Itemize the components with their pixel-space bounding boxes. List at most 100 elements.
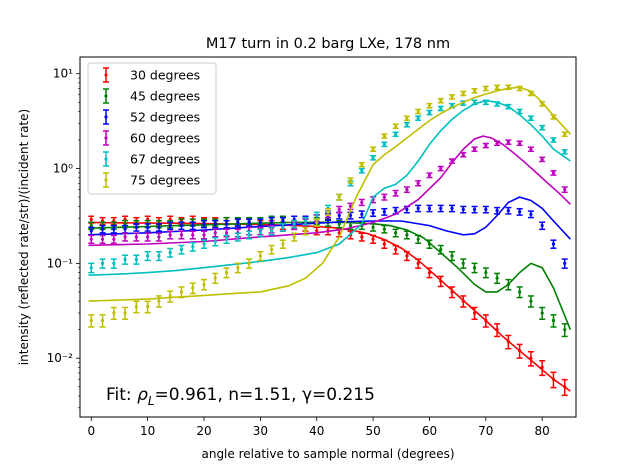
data-point (247, 233, 251, 237)
data-point (89, 237, 93, 241)
data-point (394, 124, 398, 128)
data-point (236, 266, 240, 270)
data-point (405, 233, 409, 237)
legend-label: 67 degrees (130, 152, 200, 167)
data-point (416, 237, 420, 241)
data-point (123, 311, 127, 315)
data-point (563, 328, 567, 332)
data-point (450, 95, 454, 99)
data-point (236, 220, 240, 225)
data-point (258, 254, 262, 258)
data-point (134, 225, 138, 229)
data-point (157, 235, 161, 239)
data-point (563, 150, 567, 154)
data-point (371, 156, 375, 160)
data-point (348, 224, 353, 228)
data-point (179, 247, 184, 252)
data-point (382, 210, 386, 214)
legend-marker-point (104, 136, 108, 140)
data-point (371, 225, 375, 229)
data-point (315, 213, 319, 218)
data-point (439, 166, 443, 171)
data-point (315, 229, 319, 233)
data-point (157, 254, 161, 258)
data-point (472, 147, 477, 151)
fit-curve (88, 99, 571, 276)
data-point (202, 233, 206, 237)
data-point (506, 209, 510, 213)
data-point (427, 110, 432, 115)
legend-marker-point (104, 73, 108, 77)
data-point (416, 181, 420, 185)
data-point (270, 247, 274, 252)
data-point (281, 242, 285, 246)
x-tick-label: 40 (309, 424, 324, 438)
legend-box (87, 62, 217, 195)
legend-label: 60 degrees (130, 131, 200, 146)
fit-curve (88, 135, 571, 247)
y-tick-label: 10⁰ (53, 162, 73, 176)
data-point (439, 206, 443, 210)
data-point (191, 224, 195, 228)
data-point (439, 247, 443, 252)
data-point (213, 231, 217, 235)
data-point (100, 227, 105, 231)
legend-marker-point (104, 115, 108, 119)
x-tick-label: 10 (140, 424, 155, 438)
axes: 0 10 20 30 40 50 60 70 80 10⁻² 10⁻¹ 10⁰ 10¹ (47, 67, 550, 438)
data-point (371, 211, 375, 215)
data-point (168, 224, 172, 228)
data-point (529, 212, 533, 216)
data-point (168, 250, 172, 255)
data-point (360, 200, 364, 204)
plot-frame (79, 56, 577, 418)
data-point (360, 169, 364, 173)
fit-curve (88, 221, 571, 392)
data-point (506, 140, 510, 144)
data-point (518, 109, 522, 114)
x-tick-label: 20 (196, 424, 211, 438)
data-point (258, 231, 262, 235)
data-point (360, 163, 364, 167)
data-point (551, 242, 556, 246)
data-point (123, 227, 127, 231)
legend: 30 degrees 45 degrees 52 degrees 60 degrees… (87, 62, 217, 195)
legend-label: 52 degrees (130, 110, 200, 125)
data-point (258, 220, 262, 225)
data-point (337, 195, 341, 199)
data-point (348, 178, 353, 182)
fit-curve (88, 86, 571, 302)
fit-annotation-rho: ρ (137, 385, 148, 405)
data-point (89, 318, 93, 323)
data-point (360, 235, 364, 239)
data-point (89, 217, 93, 222)
data-point (213, 276, 217, 280)
data-point (292, 222, 296, 226)
data-point (529, 116, 533, 120)
data-point (551, 171, 556, 175)
data-point (371, 147, 375, 151)
legend-label: 45 degrees (130, 89, 200, 104)
data-point (360, 212, 364, 216)
y-axis-label: intensity (reflected rate/str)/(incident… (17, 109, 31, 365)
data-point (540, 311, 544, 315)
data-point (270, 229, 274, 233)
data-point (157, 299, 161, 303)
data-point (202, 282, 206, 287)
data-point (394, 231, 398, 235)
data-point (123, 222, 127, 226)
data-point (100, 261, 105, 265)
data-point (292, 235, 296, 239)
legend-marker-point (104, 94, 108, 98)
data-point (179, 224, 184, 228)
data-point (134, 235, 138, 239)
legend-marker-point (104, 178, 108, 182)
data-point (427, 206, 432, 210)
series-layer (88, 84, 572, 397)
data-point (348, 213, 353, 218)
data-point (202, 222, 206, 226)
data-point (382, 195, 386, 199)
data-point (315, 220, 319, 225)
data-point (540, 126, 544, 130)
